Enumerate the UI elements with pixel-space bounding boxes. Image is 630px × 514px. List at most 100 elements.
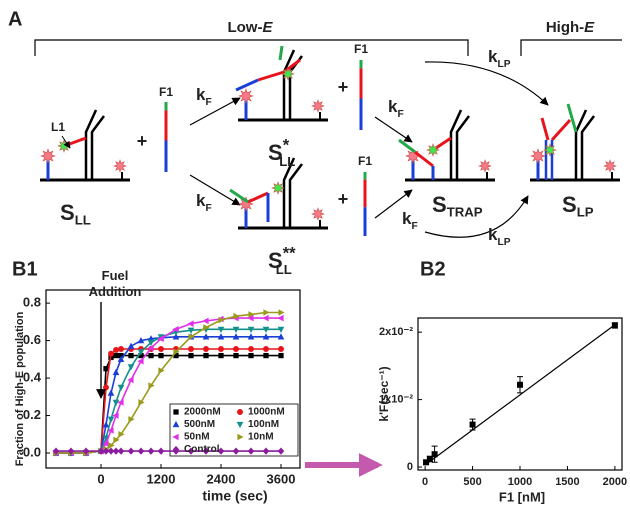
legend-label: 10nM (248, 432, 274, 443)
marker (128, 416, 135, 423)
marker (247, 326, 255, 333)
x-tick-label: 0 (97, 471, 104, 486)
y-tick-label: 1x10⁻² (379, 394, 413, 406)
marker (67, 447, 75, 455)
symbol-base: k (196, 85, 206, 104)
marker (113, 352, 119, 359)
marker (278, 309, 285, 316)
strand-label: F1 (358, 154, 372, 168)
group-label: Low-E (227, 19, 273, 36)
arrow (189, 97, 241, 126)
marker (108, 442, 115, 449)
strand-label: F1 (354, 42, 368, 56)
marker (128, 352, 134, 359)
marker (187, 447, 195, 455)
symbol-sub: LP (497, 237, 510, 248)
arrow (374, 189, 413, 219)
arrow (424, 195, 529, 238)
dna-arm (229, 188, 249, 204)
legend-label: 100nM (248, 419, 279, 430)
point (423, 459, 430, 466)
marker (103, 384, 109, 391)
symbol-base: S (432, 192, 447, 217)
dna-arm (278, 45, 284, 61)
y-tick-label: 0 (407, 461, 413, 473)
marker (112, 399, 120, 407)
y-tick-label: 0.0 (23, 444, 41, 459)
symbol: kF (196, 191, 212, 213)
legend-label: 50nM (184, 432, 210, 443)
marker (203, 324, 210, 331)
symbol-sub: F (205, 97, 211, 108)
marker (263, 309, 270, 316)
marker (52, 447, 60, 455)
marker (203, 352, 209, 359)
dna-arm (540, 117, 572, 142)
annotation-line: Fuel (102, 268, 129, 283)
marker (102, 447, 110, 455)
marker (218, 316, 225, 324)
marker (127, 447, 135, 455)
marker (117, 355, 125, 362)
symbol-base: S (60, 200, 75, 225)
marker (263, 352, 269, 359)
marker (247, 314, 254, 322)
marker (173, 348, 180, 356)
marker (158, 352, 164, 359)
marker (278, 346, 284, 352)
plus: + (338, 77, 349, 97)
symbol-sub: F (205, 203, 211, 214)
group-label: High-E (546, 19, 595, 36)
marker (187, 320, 194, 327)
marker (217, 326, 225, 333)
marker (127, 376, 134, 384)
symbol-sub: LL (276, 262, 292, 277)
x-tick-label: 3600 (267, 471, 296, 486)
marker (158, 367, 165, 374)
bracket (34, 39, 469, 56)
plot-frame (45, 289, 301, 469)
marker (233, 312, 240, 320)
legend-marker (172, 433, 179, 441)
x-tick-label: 1000 (508, 476, 532, 488)
symbol-sub: LP (577, 205, 594, 220)
symbol-base: S (268, 248, 283, 273)
legend-marker (173, 409, 179, 415)
dna-strand (449, 109, 470, 180)
fluorophore (281, 67, 295, 81)
y-tick-label: 0.4 (23, 370, 42, 385)
marker (202, 317, 209, 325)
x-tick-label: 1200 (147, 471, 176, 486)
symbol: kF (196, 85, 212, 107)
marker (103, 366, 109, 372)
marker (232, 326, 240, 333)
fluorophore (40, 148, 56, 164)
marker (137, 337, 145, 344)
x-tick-label: 2400 (207, 471, 236, 486)
fluorophore (311, 99, 325, 113)
marker (248, 352, 254, 359)
y-tick-label: 2x10⁻² (379, 326, 413, 338)
arrow (189, 174, 241, 206)
symbol-sup: * (283, 137, 290, 155)
symbol-base: k (488, 47, 498, 66)
dna-arm (247, 191, 269, 204)
marker (262, 326, 270, 333)
panel-label: B2 (420, 258, 446, 280)
marker (102, 421, 110, 428)
marker (262, 333, 270, 340)
legend-box (169, 403, 299, 457)
marker (262, 314, 269, 322)
legend-marker (172, 420, 180, 428)
marker (172, 326, 179, 333)
fluorophore (311, 207, 325, 221)
bracket (520, 39, 622, 56)
marker (277, 326, 285, 333)
marker (97, 447, 105, 455)
symbol: SLP (562, 192, 594, 220)
symbol-sub: F (397, 109, 403, 120)
symbol-sub: LL (279, 154, 295, 169)
marker (277, 447, 285, 455)
fluorophore (603, 159, 617, 173)
